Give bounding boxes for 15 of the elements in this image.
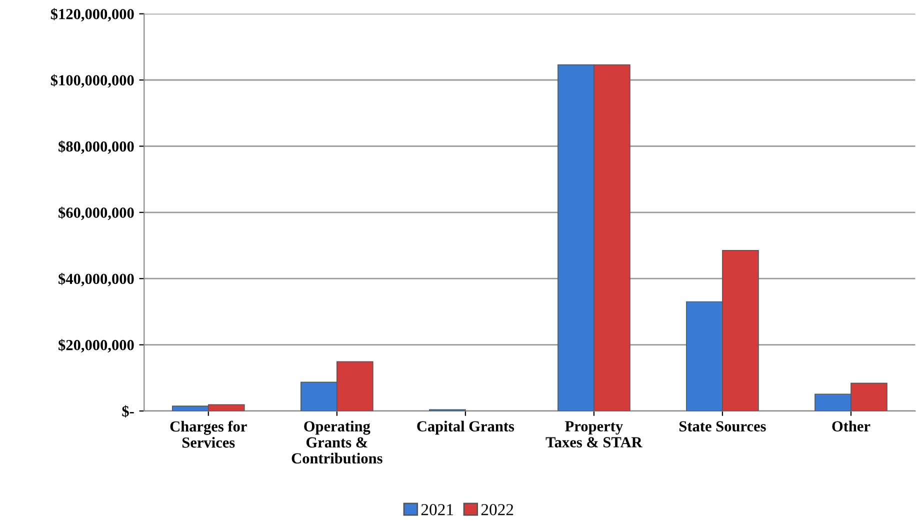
y-tick-label: $80,000,000: [58, 140, 134, 154]
y-tick-label: $40,000,000: [58, 272, 134, 286]
y-tick-label: $100,000,000: [50, 74, 134, 88]
legend-label: 2022: [481, 504, 514, 516]
y-tick-label: $120,000,000: [50, 8, 134, 22]
y-tick-label: $60,000,000: [58, 206, 134, 220]
y-tick-label: $-: [122, 405, 134, 418]
x-tick-label: Charges for Services: [170, 420, 247, 448]
x-tick-label: Property Taxes & STAR: [546, 421, 642, 448]
x-tick-label: Other: [832, 420, 870, 432]
x-tick-label: State Sources: [679, 421, 766, 432]
x-tick-label: Operating Grants & Contributions: [292, 420, 382, 464]
legend-label: 2021: [421, 504, 453, 516]
x-tick-label: Capital Grants: [417, 420, 514, 435]
y-tick-label: $20,000,000: [58, 339, 134, 352]
